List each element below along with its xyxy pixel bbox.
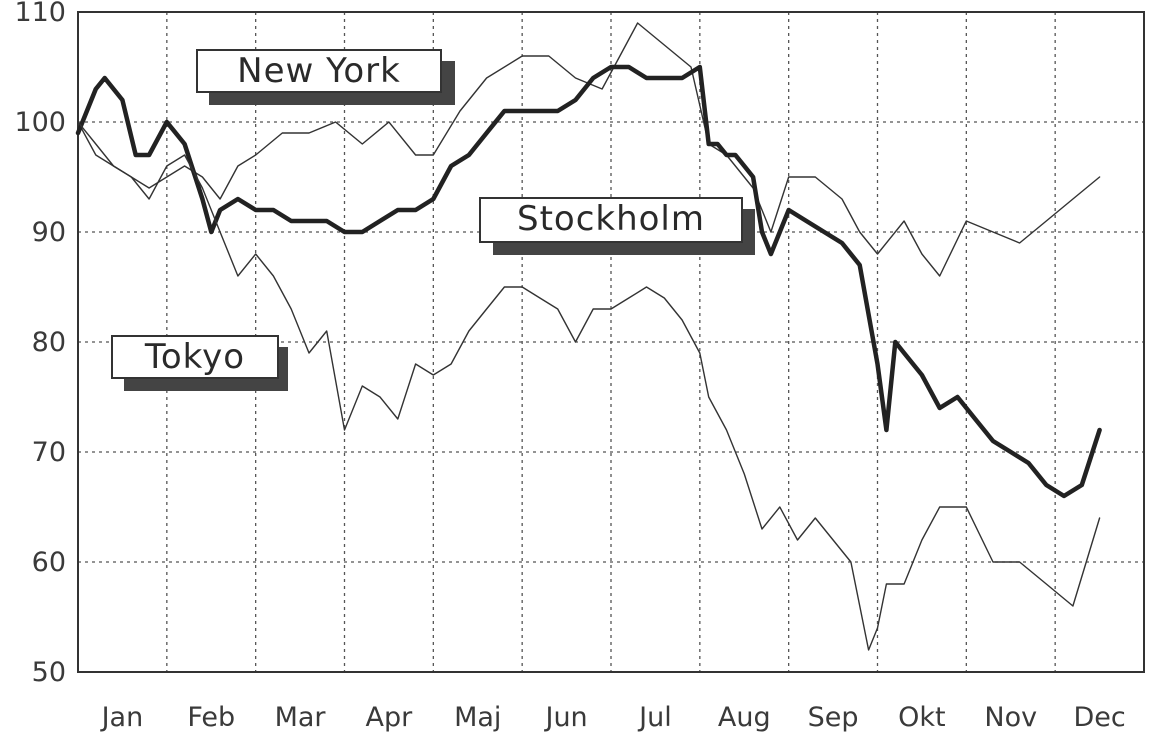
y-tick-label: 80 [32, 327, 66, 358]
plot-frame [77, 11, 1145, 673]
y-tick-label: 60 [32, 547, 66, 578]
label-new-york-text: New York [237, 51, 401, 91]
x-tick-label: Dec [1073, 702, 1125, 733]
series-line-stockholm [75, 64, 1102, 499]
x-tick-label: Sep [808, 702, 859, 733]
label-new-york: New York [196, 49, 455, 105]
label-stockholm-text: Stockholm [517, 199, 705, 239]
x-tick-label: Maj [454, 702, 501, 733]
label-tokyo: Tokyo [111, 335, 288, 391]
y-axis-ticks: 50 60 70 80 90 100 110 [14, 0, 66, 688]
y-tick-label: 110 [14, 0, 66, 28]
x-tick-label: Aug [718, 702, 771, 733]
label-tokyo-text: Tokyo [144, 337, 245, 377]
grid-lines [78, 12, 1144, 672]
y-tick-label: 50 [32, 657, 66, 688]
x-tick-label: Jul [637, 702, 672, 733]
series-line-tokyo [77, 121, 1101, 651]
x-tick-label: Jun [543, 702, 587, 733]
x-tick-label: Feb [187, 702, 235, 733]
label-stockholm: Stockholm [479, 197, 755, 255]
series-lines [75, 22, 1102, 651]
x-tick-label: Nov [984, 702, 1037, 733]
y-tick-label: 70 [32, 437, 66, 468]
x-tick-label: Jan [100, 702, 144, 733]
x-tick-label: Apr [366, 702, 414, 733]
x-tick-label: Mar [275, 702, 327, 733]
x-axis-ticks: Jan Feb Mar Apr Maj Jun Jul Aug Sep Okt Nov Dec [100, 702, 1126, 733]
x-tick-label: Okt [898, 702, 945, 733]
y-tick-label: 100 [14, 107, 66, 138]
y-tick-label: 90 [32, 217, 66, 248]
